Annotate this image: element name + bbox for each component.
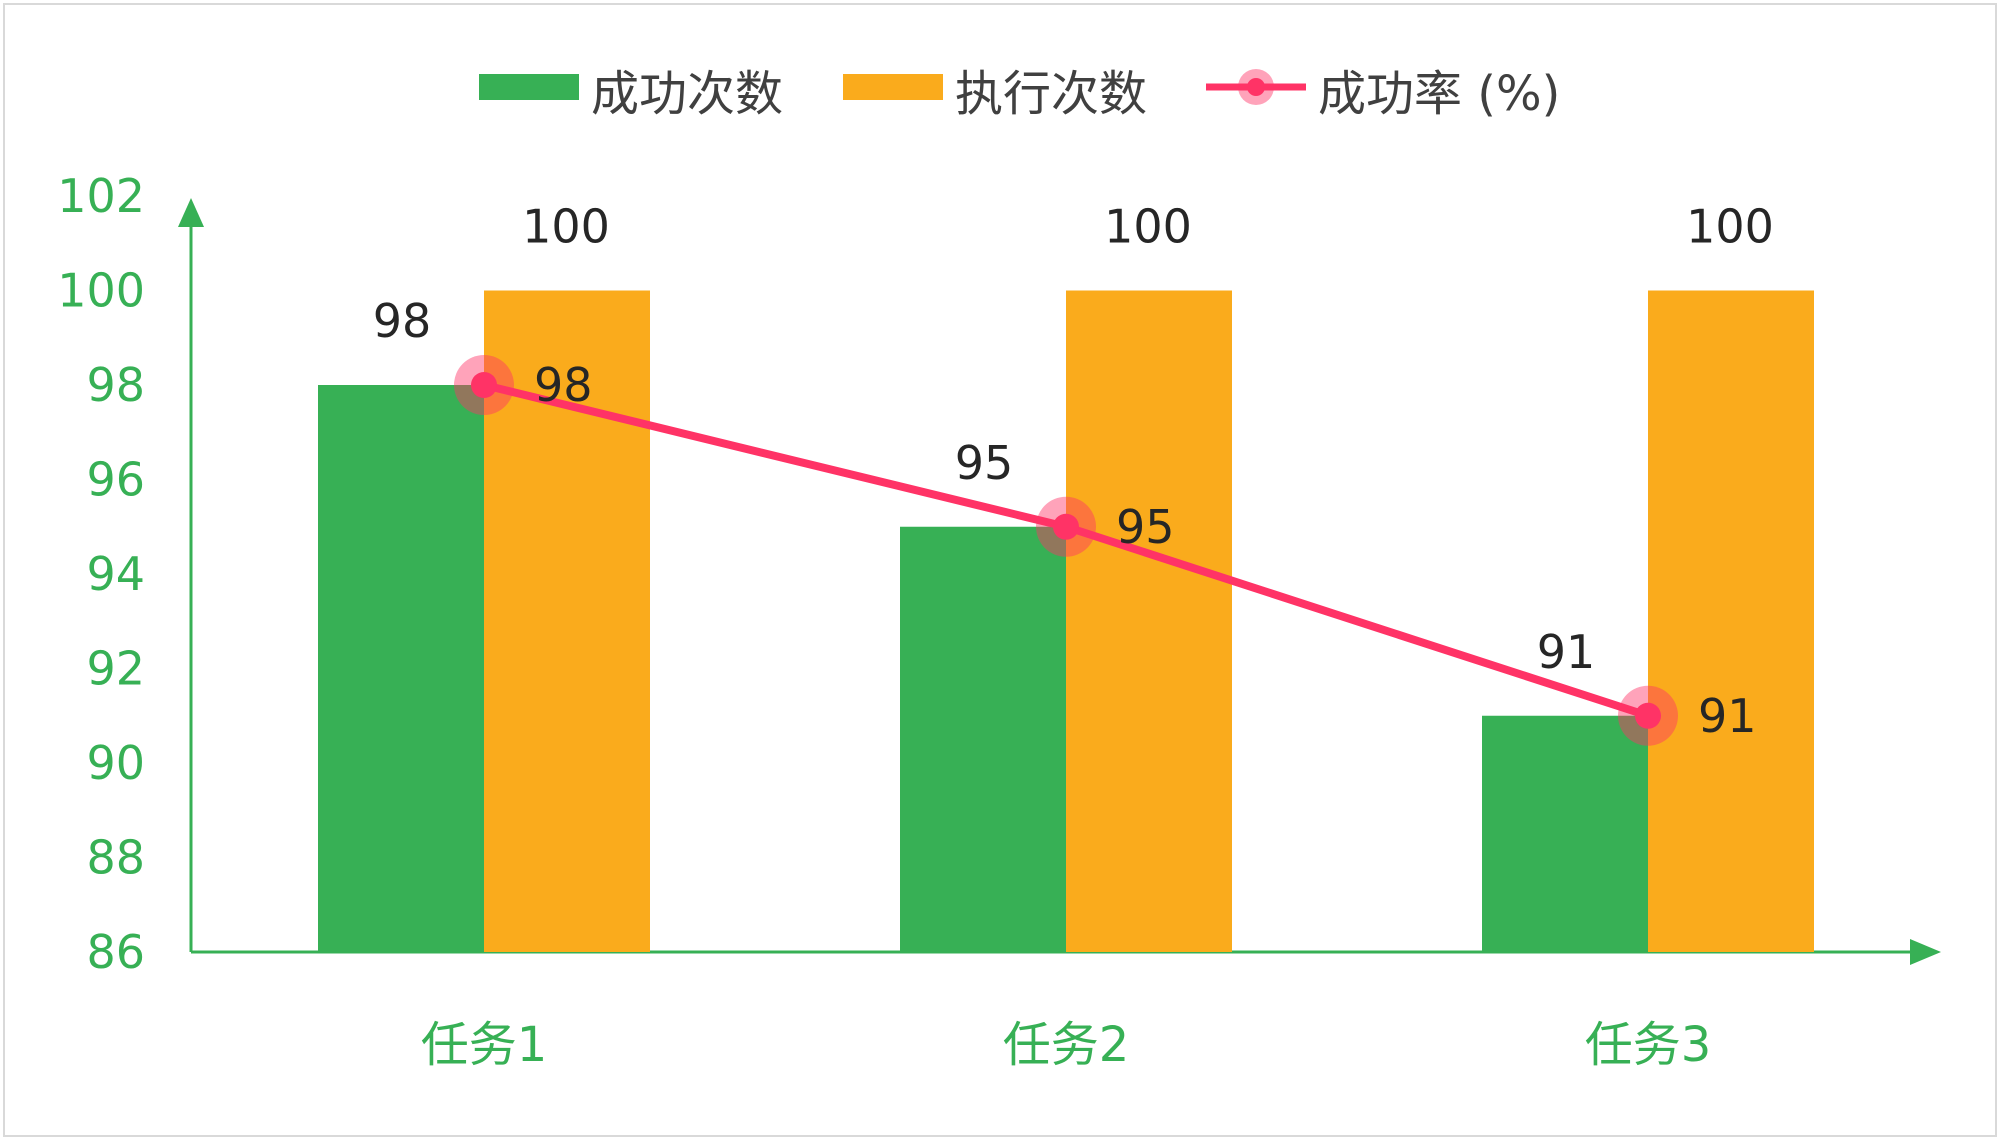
data-labels: 98 100 95 100 91 100 98 95 91 — [373, 200, 1774, 743]
data-label-success-count: 98 — [373, 294, 432, 348]
legend-label-exec-count: 执行次数 — [955, 66, 1147, 122]
legend: 成功次数 执行次数 成功率 (%) — [479, 66, 1560, 122]
y-tick-label: 90 — [86, 736, 145, 790]
x-category-label: 任务3 — [1585, 1017, 1712, 1073]
data-label-success-rate: 98 — [534, 358, 593, 412]
bar-exec-count — [1066, 290, 1232, 952]
data-label-success-count: 95 — [955, 436, 1014, 490]
legend-label-success-count: 成功次数 — [591, 66, 783, 122]
bars — [318, 290, 1814, 952]
x-category-label: 任务1 — [421, 1017, 548, 1073]
legend-swatch-exec-count — [843, 74, 943, 100]
bar-exec-count — [484, 290, 650, 952]
combo-chart: 成功次数 执行次数 成功率 (%) 86 88 90 92 94 96 98 100 102 任务1 任… — [57, 66, 1941, 1073]
y-tick-label: 96 — [86, 453, 145, 507]
bar-success-count — [318, 385, 484, 952]
data-label-exec-count: 100 — [522, 200, 610, 254]
line-point — [1053, 513, 1079, 540]
data-label-success-count: 91 — [1537, 625, 1596, 679]
y-tick-label: 98 — [86, 358, 145, 412]
data-label-exec-count: 100 — [1686, 200, 1774, 254]
line-series — [454, 355, 1678, 746]
data-label-exec-count: 100 — [1104, 200, 1192, 254]
legend-swatch-success-rate-dot — [1247, 78, 1265, 96]
x-axis-arrow — [1910, 939, 1941, 965]
y-tick-label: 100 — [57, 264, 145, 318]
y-tick-label: 94 — [86, 547, 145, 601]
legend-label-success-rate: 成功率 (%) — [1318, 66, 1560, 122]
y-tick-label: 92 — [86, 642, 145, 696]
y-tick-label: 102 — [57, 169, 145, 223]
data-label-success-rate: 95 — [1116, 500, 1175, 554]
y-tick-label: 88 — [86, 831, 145, 885]
chart-frame: 成功次数 执行次数 成功率 (%) 86 88 90 92 94 96 98 100 102 任务1 任… — [3, 3, 1997, 1137]
x-category-label: 任务2 — [1003, 1017, 1130, 1073]
y-tick-label: 86 — [86, 925, 145, 979]
bar-success-count — [1482, 715, 1648, 952]
line-point — [471, 372, 497, 398]
y-axis-arrow — [178, 198, 204, 227]
bar-exec-count — [1648, 290, 1814, 952]
line-point — [1635, 702, 1661, 729]
legend-swatch-success-count — [479, 74, 579, 100]
bar-success-count — [900, 526, 1066, 952]
data-label-success-rate: 91 — [1698, 689, 1757, 743]
